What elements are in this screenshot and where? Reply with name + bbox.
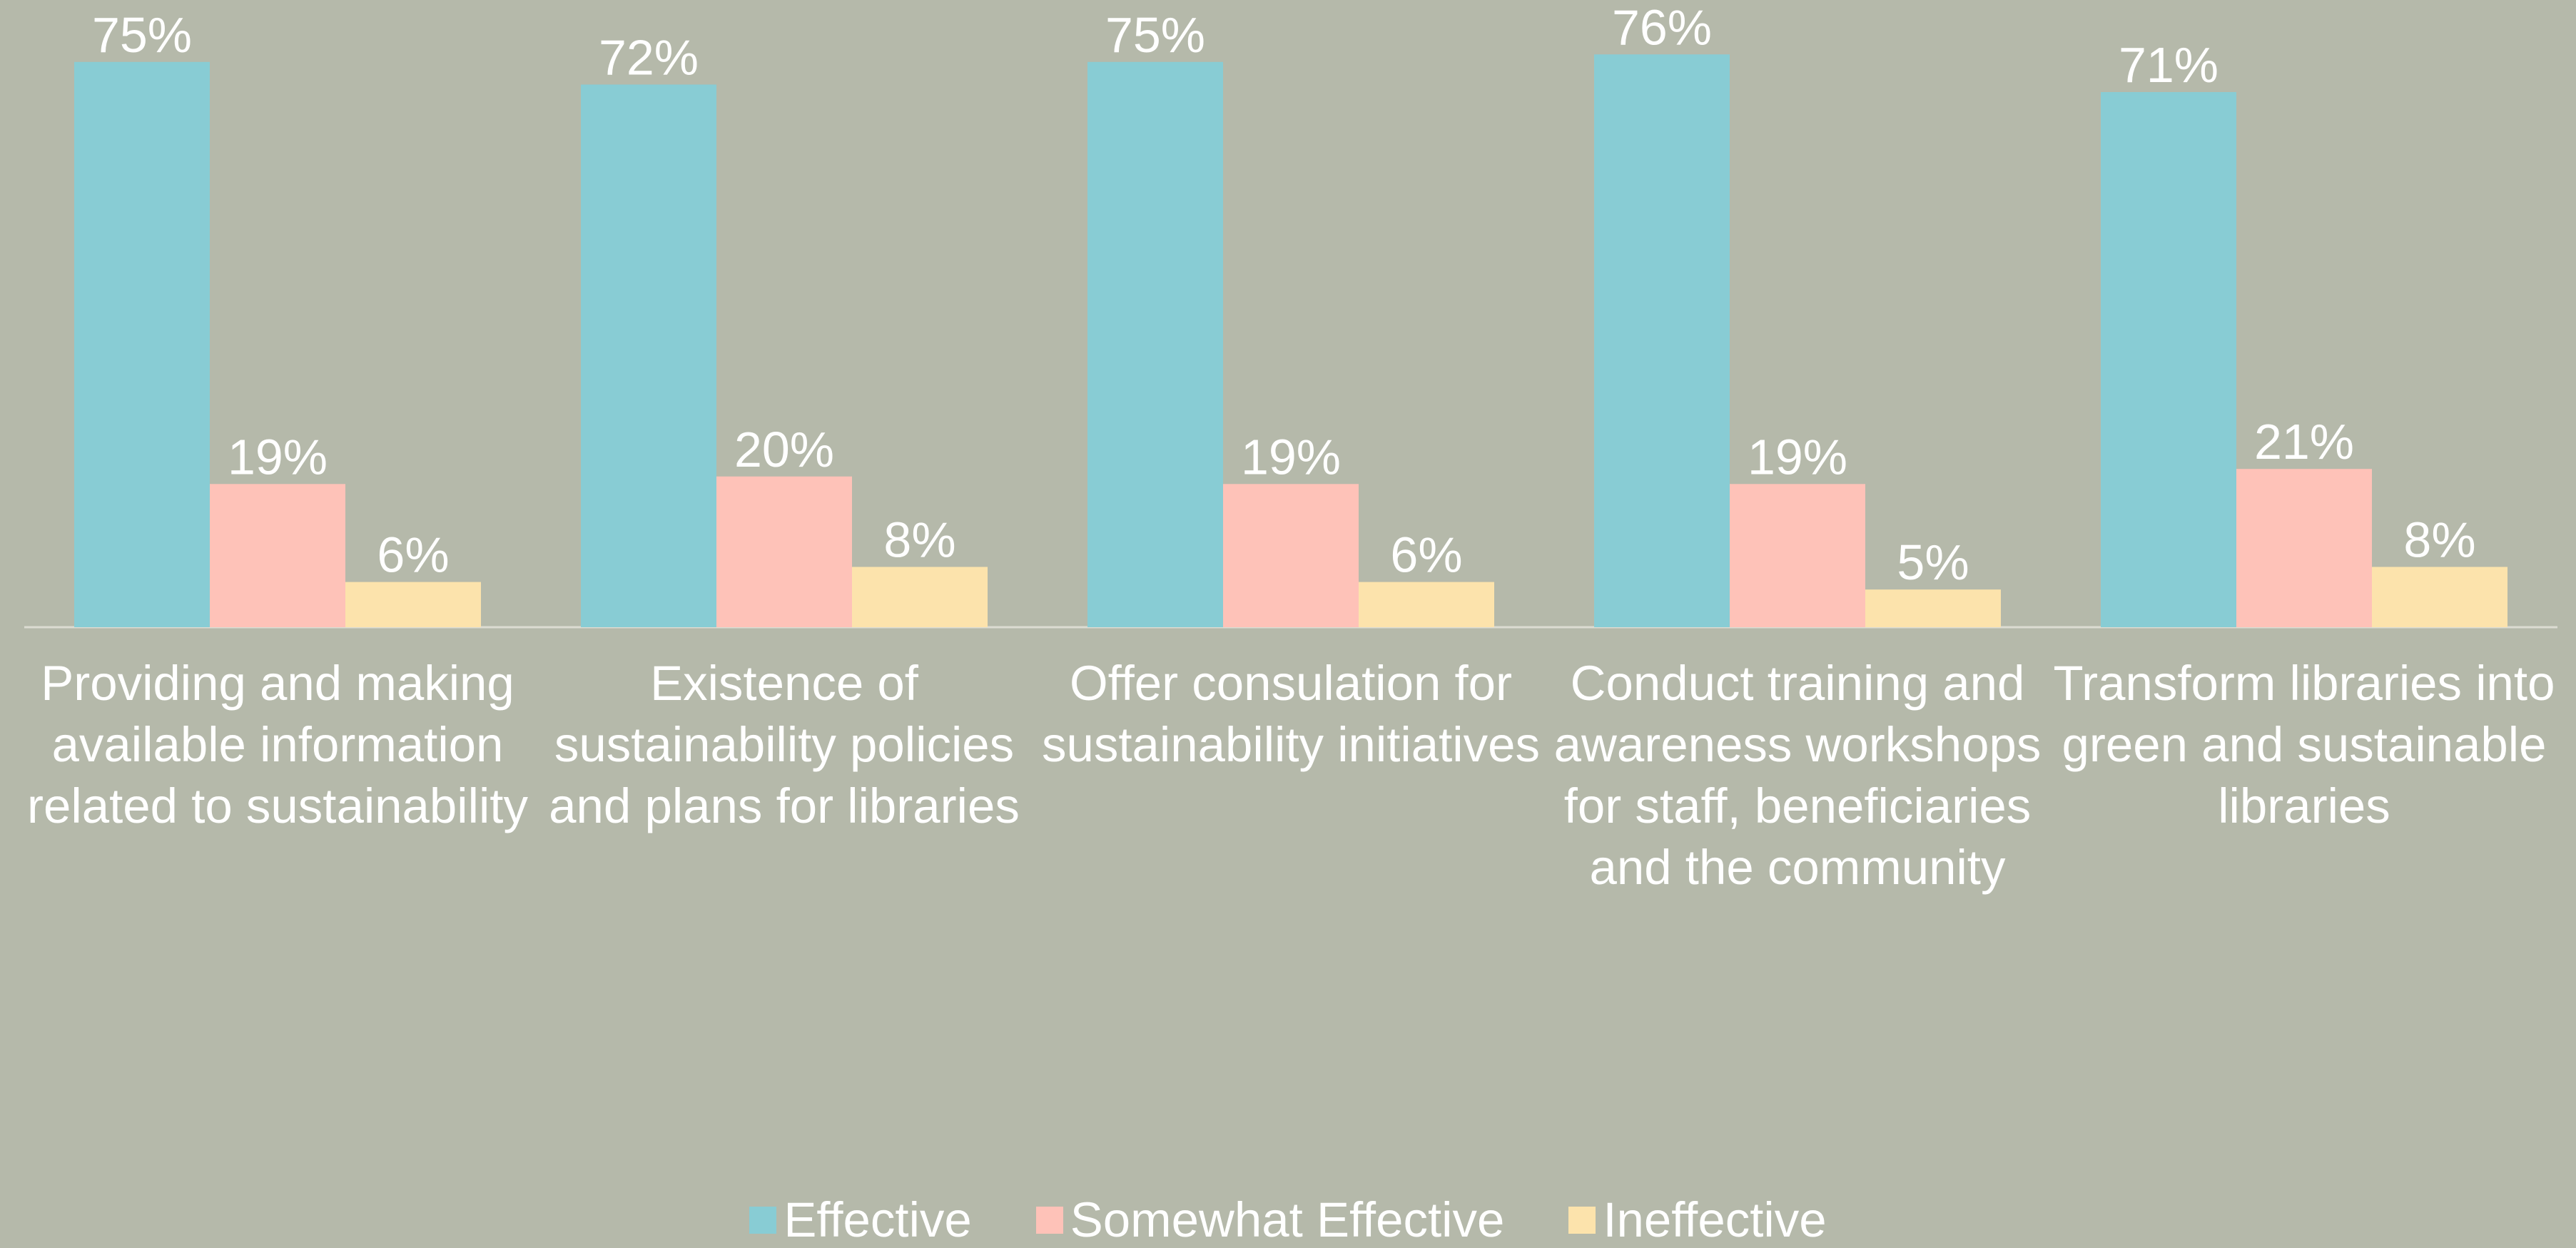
- data-label: 6%: [1390, 527, 1462, 583]
- data-label: 8%: [2403, 512, 2475, 568]
- bar: [1359, 582, 1494, 627]
- bar: [1594, 54, 1730, 627]
- legend-label: Ineffective: [1603, 1192, 1827, 1247]
- bar: [210, 484, 345, 627]
- x-tick-label: Existence of sustainability policies and…: [549, 656, 1020, 833]
- bar: [2372, 567, 2507, 627]
- data-label: 19%: [1241, 429, 1341, 485]
- bar: [2101, 92, 2236, 627]
- bar: [345, 582, 481, 627]
- data-label: 8%: [883, 512, 955, 568]
- data-label: 75%: [92, 7, 192, 63]
- bar: [74, 61, 210, 627]
- bar: [1730, 484, 1865, 627]
- x-tick-label: Offer consulation for sustainability ini…: [1042, 656, 1540, 772]
- legend-item: Somewhat Effective: [1035, 1192, 1505, 1248]
- bar: [1223, 484, 1359, 627]
- data-label: 71%: [2119, 37, 2218, 93]
- legend: Effective Somewhat Effective Ineffective: [0, 1192, 2576, 1248]
- bar: [2236, 469, 2372, 627]
- data-label: 21%: [2254, 414, 2354, 470]
- legend-item: Effective: [749, 1192, 972, 1248]
- x-tick-label: Transform libraries into green and susta…: [2053, 656, 2555, 833]
- data-label: 20%: [734, 422, 834, 477]
- legend-swatch: [749, 1206, 777, 1234]
- data-label: 19%: [1748, 429, 1847, 485]
- bar: [716, 476, 852, 627]
- data-label: 19%: [228, 429, 328, 485]
- data-label: 75%: [1105, 7, 1205, 63]
- data-label: 72%: [599, 30, 699, 86]
- x-tick-label: Conduct training and awareness workshops…: [1553, 656, 2042, 895]
- legend-item: Ineffective: [1568, 1192, 1827, 1248]
- x-tick-label: Providing and making available informati…: [27, 656, 528, 833]
- bar: [852, 567, 988, 627]
- bar: [581, 84, 716, 627]
- data-label: 5%: [1897, 534, 1969, 590]
- bar: [1865, 589, 2001, 627]
- legend-label: Somewhat Effective: [1070, 1192, 1505, 1247]
- legend-swatch: [1568, 1206, 1596, 1234]
- legend-swatch: [1035, 1206, 1063, 1234]
- legend-label: Effective: [784, 1192, 972, 1247]
- bar: [1087, 61, 1223, 627]
- data-label: 76%: [1612, 0, 1712, 55]
- data-label: 6%: [377, 527, 449, 583]
